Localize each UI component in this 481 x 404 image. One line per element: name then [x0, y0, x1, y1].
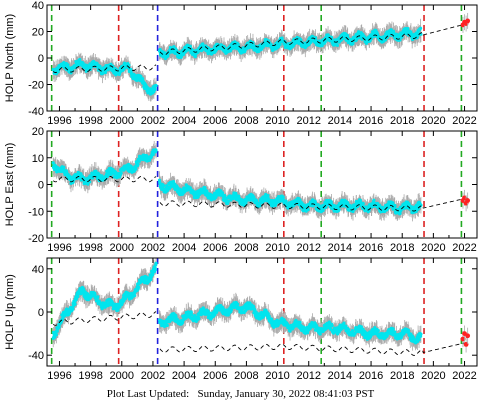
observed-point	[78, 57, 82, 62]
observed-point	[119, 171, 123, 175]
x-tick-label: 2010	[265, 242, 289, 254]
observed-point	[51, 161, 55, 165]
observed-point	[299, 38, 303, 42]
y-tick-label: 0	[38, 53, 44, 65]
observed-point	[372, 198, 376, 202]
x-tick-label: 2010	[265, 115, 289, 127]
observed-point	[391, 29, 396, 34]
observed-point	[391, 201, 395, 205]
observed-point	[323, 40, 327, 44]
y-axis-label: HOLP North (mm)	[4, 14, 16, 102]
observed-point	[281, 195, 285, 199]
x-tick-label: 2012	[296, 242, 320, 254]
observed-points	[51, 148, 423, 216]
observed-point	[151, 152, 155, 157]
x-tick-label: 2020	[421, 115, 445, 127]
observed-point	[62, 165, 66, 169]
x-tick-label: 2002	[141, 115, 165, 127]
observed-point	[188, 44, 192, 48]
north-panel: -40 -20 0 20 40 1996 1998 2000 2002 2004 2006 2008 2…	[4, 0, 478, 127]
observed-point	[361, 202, 365, 206]
x-tick-label: 1996	[47, 115, 71, 127]
x-tick-label: 2006	[203, 115, 227, 127]
observed-point	[141, 77, 145, 81]
observed-point	[100, 72, 105, 76]
observed-point	[154, 149, 158, 153]
x-tick-label: 2016	[359, 242, 383, 254]
x-tick-label: 2020	[421, 242, 445, 254]
x-tick-label: 2004	[172, 115, 196, 127]
x-tick-label: 2000	[110, 242, 134, 254]
x-tick-label: 2014	[328, 242, 352, 254]
y-tick-label: -10	[28, 206, 44, 218]
observed-point	[103, 70, 108, 74]
recent-point	[465, 18, 471, 24]
observed-point	[166, 54, 170, 58]
x-tick-label: 1996	[47, 242, 71, 254]
y-tick-label: 20	[32, 126, 44, 138]
model-line	[52, 23, 468, 73]
x-tick-label: 2008	[234, 115, 258, 127]
observed-point	[136, 162, 140, 167]
observed-point	[193, 55, 197, 59]
observed-point	[335, 43, 340, 48]
observed-point	[98, 64, 102, 69]
y-tick-label: 0	[38, 180, 44, 192]
y-axis-label: HOLP East (mm)	[4, 143, 16, 227]
observed-point	[406, 26, 410, 31]
x-tick-label: 2014	[328, 115, 352, 127]
observed-point	[393, 204, 397, 208]
y-tick-label: -20	[28, 80, 44, 92]
observed-point	[153, 87, 157, 91]
x-tick-label: 1998	[78, 115, 102, 127]
x-tick-label: 2022	[452, 115, 476, 127]
observed-point	[351, 41, 355, 45]
observed-point	[94, 169, 98, 173]
observed-points	[51, 26, 423, 96]
x-tick-label: 2018	[390, 242, 414, 254]
observed-point	[127, 63, 131, 67]
plot-frame	[46, 130, 478, 239]
x-tick-label: 2008	[234, 242, 258, 254]
y-tick-label: -40	[28, 106, 44, 118]
observed-point	[154, 84, 158, 88]
x-tick-label: 2018	[390, 115, 414, 127]
observed-point	[284, 199, 288, 203]
figure: -40 -20 0 20 40 1996 1998 2000 2002 2004 2006 2008 2…	[4, 0, 478, 382]
y-tick-label: 40	[32, 0, 44, 12]
observed-point	[161, 184, 166, 188]
observed-point	[419, 26, 423, 30]
x-tick-label: 2016	[359, 115, 383, 127]
observed-point	[134, 167, 138, 171]
x-tick-label: 2012	[296, 115, 320, 127]
observed-point	[337, 208, 341, 212]
observed-point	[66, 63, 70, 67]
x-tick-label: 2006	[203, 242, 227, 254]
y-tick-label: 10	[32, 153, 44, 165]
x-tick-label: 2000	[110, 115, 134, 127]
x-tick-label: 2004	[172, 242, 196, 254]
observed-point	[203, 186, 207, 190]
east-panel: -20 -10 0 10 20 1996 1998 2000 2002 2004 2006 2008 2…	[4, 126, 478, 254]
observed-point	[278, 42, 282, 46]
observed-point	[309, 39, 313, 44]
observed-point	[383, 38, 387, 42]
x-tick-label: 2022	[452, 242, 476, 254]
y-tick-label: 20	[32, 27, 44, 39]
x-tick-label: 1998	[78, 242, 102, 254]
y-tick-label: -20	[28, 233, 44, 245]
recent-point	[465, 198, 471, 203]
observed-point	[266, 193, 270, 198]
x-tick-label: 2002	[141, 242, 165, 254]
error-bars	[52, 18, 422, 102]
